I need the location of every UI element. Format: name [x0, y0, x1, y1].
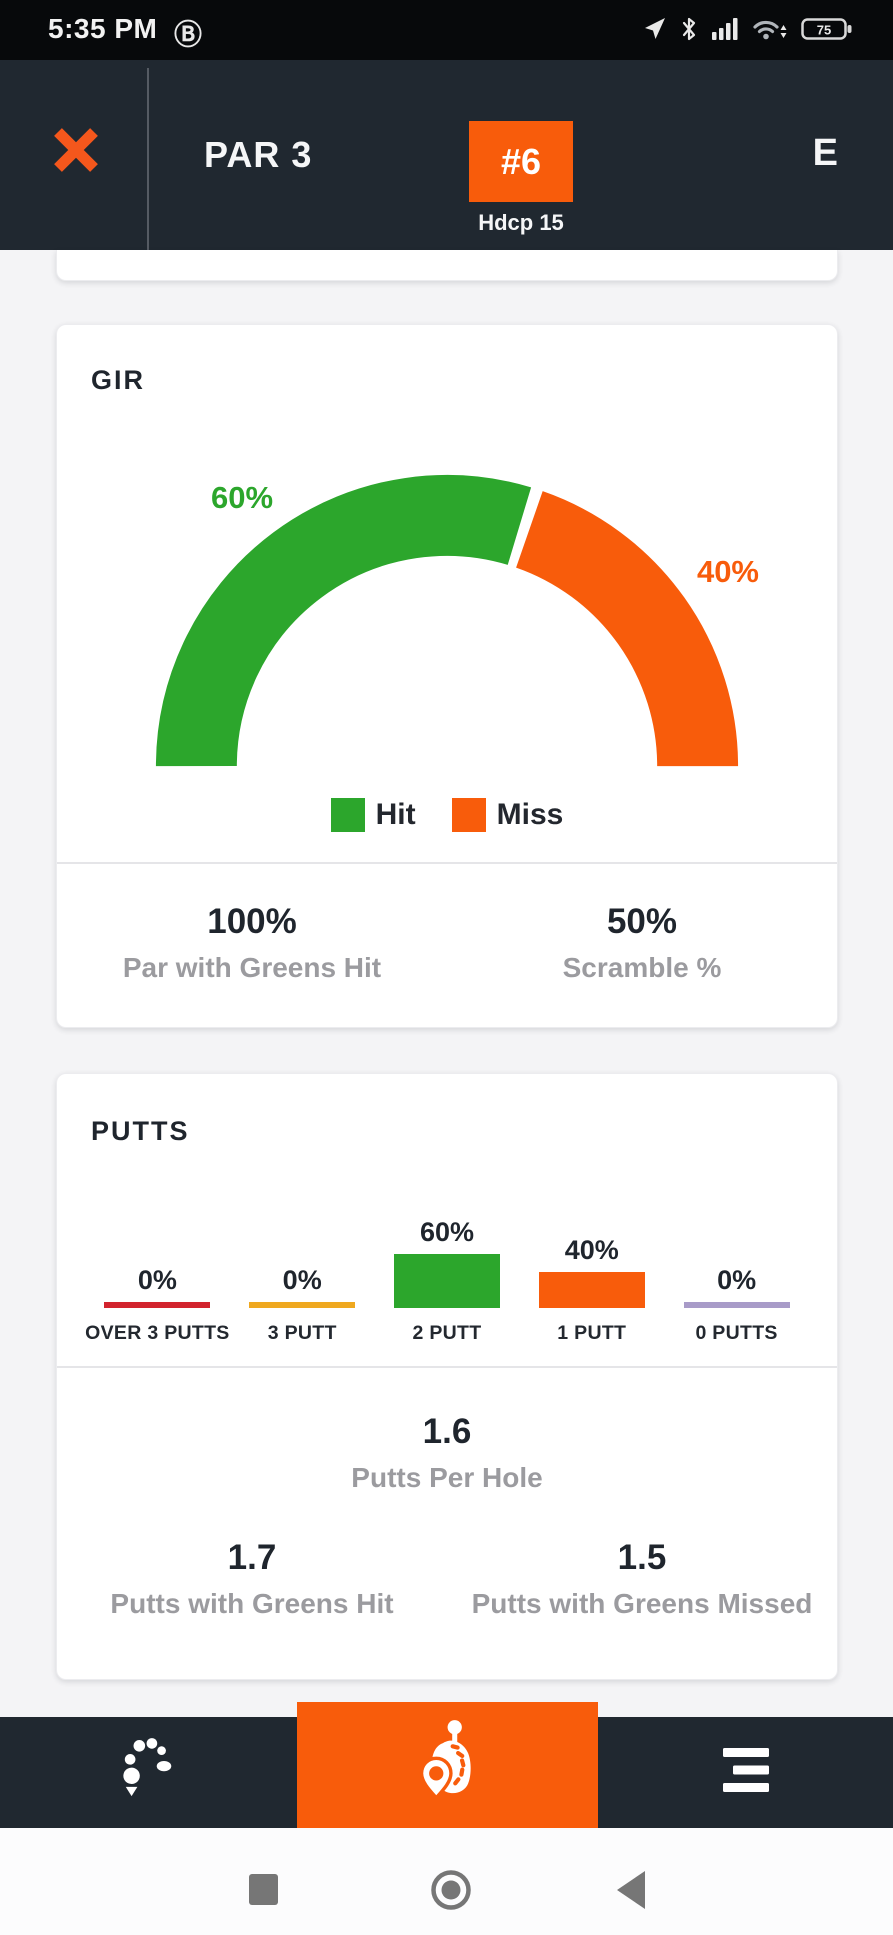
- legend-item-hit: Hit: [330, 798, 416, 832]
- stat-value: 50%: [606, 902, 678, 941]
- status-icons: 75: [642, 15, 853, 43]
- gir-divider: [57, 862, 837, 864]
- stat-putts-greens-hit: 1.7 Putts with Greens Hit: [57, 1538, 447, 1620]
- gir-card: GIR 60% 40% Hit Miss 100% Par with Green…: [56, 324, 838, 1028]
- app-header: PAR 3 #6 Hdcp 15 E: [0, 60, 893, 250]
- putts-stats-row: 1.7 Putts with Greens Hit 1.5 Putts with…: [57, 1538, 837, 1620]
- bar-value-label: 0%: [137, 1265, 177, 1295]
- gauge-hit-label: 60%: [211, 480, 274, 515]
- stat-label: Putts Per Hole: [351, 1462, 543, 1493]
- bar-value-label: 40%: [564, 1235, 619, 1265]
- legend-hit-label: Hit: [375, 798, 416, 831]
- bar: [538, 1272, 645, 1308]
- location-arrow-icon: [642, 16, 668, 42]
- stat-label: Par with Greens Hit: [122, 952, 382, 983]
- bar-column: 0% 0 PUTTS: [664, 1265, 809, 1344]
- stat-label: Putts with Greens Missed: [471, 1588, 813, 1619]
- menu-icon: [722, 1748, 769, 1797]
- stat-putts-per-hole: 1.6 Putts Per Hole: [57, 1412, 837, 1494]
- bar: [104, 1302, 211, 1308]
- score-label: E: [812, 132, 838, 174]
- stat-value: 1.5: [617, 1538, 667, 1577]
- bar: [249, 1302, 356, 1308]
- wifi-icon: [752, 16, 789, 42]
- gir-gauge: [155, 475, 739, 767]
- shot-trajectory-icon: [119, 1738, 179, 1807]
- recents-button[interactable]: [249, 1874, 278, 1905]
- home-icon: [428, 1870, 474, 1916]
- gauge-miss-label: 40%: [696, 554, 759, 589]
- status-time: 5:35 PM: [48, 13, 158, 44]
- android-nav: [0, 1828, 893, 1935]
- gauge-segment-hit: [155, 475, 532, 767]
- back-icon: [617, 1871, 645, 1912]
- bar-category-label: 2 PUTT: [412, 1322, 482, 1344]
- bar: [393, 1254, 500, 1308]
- gir-stats-row: 100% Par with Greens Hit 50% Scramble %: [57, 902, 837, 984]
- bar-column: 40% 1 PUTT: [519, 1235, 664, 1344]
- stat-value: 100%: [207, 902, 297, 941]
- battery-icon: 75: [801, 16, 853, 42]
- nav-tab-hole-view[interactable]: [297, 1702, 598, 1833]
- stat-label: Scramble %: [562, 952, 722, 983]
- stat-scramble: 50% Scramble %: [447, 902, 837, 984]
- gir-gauge-wrap: 60% 40%: [151, 470, 759, 776]
- cell-signal-icon: [710, 16, 740, 42]
- nav-tab-menu[interactable]: [598, 1717, 893, 1828]
- gir-legend: Hit Miss: [57, 798, 837, 832]
- back-button[interactable]: [617, 1871, 645, 1912]
- close-icon: [52, 128, 100, 177]
- handicap-label: Hdcp 15: [478, 210, 564, 235]
- hole-view-icon: [406, 1718, 490, 1817]
- bar-value-label: 60%: [419, 1217, 475, 1247]
- bar-column: 0% OVER 3 PUTTS: [85, 1265, 230, 1344]
- gir-card-title: GIR: [91, 365, 146, 395]
- putts-bar-chart: 0% OVER 3 PUTTS 0% 3 PUTT 60% 2 PUTT 40% 1 PUTT…: [85, 1202, 809, 1344]
- putts-card-title: PUTTS: [91, 1116, 190, 1146]
- bar-value-label: 0%: [717, 1265, 757, 1295]
- hole-number-badge[interactable]: #6: [469, 121, 573, 202]
- par-label: PAR 3: [204, 134, 313, 175]
- partial-card: [56, 250, 838, 281]
- hit-swatch: [330, 798, 365, 832]
- battery-level: 75: [817, 23, 831, 38]
- bar: [683, 1302, 790, 1308]
- bluetooth-icon: [680, 16, 698, 42]
- bar-category-label: 0 PUTTS: [695, 1322, 778, 1344]
- gauge-segment-miss: [515, 491, 739, 767]
- bar-column: 0% 3 PUTT: [230, 1265, 375, 1344]
- bar-category-label: 1 PUTT: [557, 1322, 627, 1344]
- stat-label: Putts with Greens Hit: [110, 1588, 394, 1619]
- miss-swatch: [451, 798, 486, 832]
- stat-par-with-greens-hit: 100% Par with Greens Hit: [57, 902, 447, 984]
- bar-category-label: 3 PUTT: [267, 1322, 337, 1344]
- bar-value-label: 0%: [282, 1265, 322, 1295]
- header-divider: [147, 68, 149, 250]
- hole-number: #6: [500, 140, 542, 182]
- profile-badge-icon: Ⓑ: [174, 19, 203, 50]
- nav-tab-shot-trajectory[interactable]: [0, 1717, 297, 1828]
- stat-putts-greens-missed: 1.5 Putts with Greens Missed: [447, 1538, 837, 1620]
- home-button[interactable]: [428, 1867, 474, 1916]
- putts-card: PUTTS 0% OVER 3 PUTTS 0% 3 PUTT 60% 2 PUTT 40%…: [56, 1073, 838, 1680]
- bar-category-label: OVER 3 PUTTS: [85, 1322, 230, 1344]
- bar-column: 60% 2 PUTT: [375, 1217, 520, 1344]
- stat-value: 1.7: [227, 1538, 277, 1577]
- legend-miss-label: Miss: [496, 798, 564, 831]
- bottom-nav: [0, 1702, 893, 1833]
- stat-value: 1.6: [422, 1412, 472, 1451]
- putts-divider: [57, 1366, 837, 1368]
- status-bar: 5:35 PM Ⓑ: [0, 0, 893, 60]
- close-button[interactable]: [52, 126, 100, 174]
- legend-item-miss: Miss: [451, 798, 564, 832]
